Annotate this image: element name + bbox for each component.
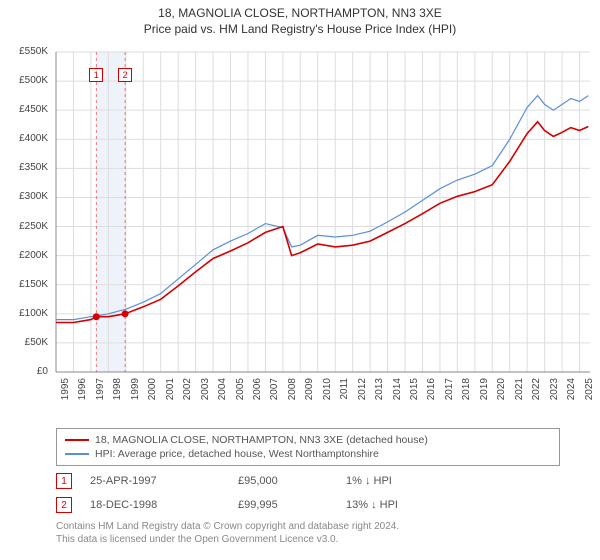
legend-swatch (65, 453, 89, 455)
sales-table: 1 25-APR-1997 £95,000 1% ↓ HPI 2 18-DEC-1998 £… (56, 470, 560, 518)
x-axis-label: 2014 (392, 378, 403, 408)
y-axis-label: £400K (8, 133, 48, 144)
x-axis-label: 2018 (461, 378, 472, 408)
x-axis-label: 1998 (112, 378, 123, 408)
y-axis-label: £250K (8, 221, 48, 232)
x-axis-label: 1999 (130, 378, 141, 408)
x-axis-label: 1997 (95, 378, 106, 408)
y-axis-label: £350K (8, 162, 48, 173)
chart-svg (0, 42, 600, 422)
y-axis-label: £100K (8, 308, 48, 319)
x-axis-label: 2013 (374, 378, 385, 408)
x-axis-label: 2004 (217, 378, 228, 408)
x-axis-label: 2025 (584, 378, 595, 408)
legend-label: 18, MAGNOLIA CLOSE, NORTHAMPTON, NN3 3XE… (95, 434, 428, 446)
legend-label: HPI: Average price, detached house, West… (95, 448, 379, 460)
chart: £0 £50K £100K £150K £200K £250K £300K £350K £400… (0, 42, 600, 422)
sale-price: £99,995 (238, 499, 328, 511)
sale-date: 25-APR-1997 (90, 475, 220, 487)
x-axis-label: 2020 (496, 378, 507, 408)
footer: Contains HM Land Registry data © Crown c… (56, 520, 560, 546)
sale-marker-box: 1 (89, 68, 103, 82)
x-axis-label: 2021 (514, 378, 525, 408)
sale-diff: 13% ↓ HPI (346, 499, 456, 511)
x-axis-label: 2008 (287, 378, 298, 408)
x-axis-label: 2024 (566, 378, 577, 408)
container: 18, MAGNOLIA CLOSE, NORTHAMPTON, NN3 3XE… (0, 0, 600, 546)
x-axis-label: 2000 (147, 378, 158, 408)
sale-price: £95,000 (238, 475, 328, 487)
x-axis-label: 2003 (200, 378, 211, 408)
x-axis-label: 2012 (357, 378, 368, 408)
y-axis-label: £500K (8, 75, 48, 86)
x-axis-label: 2005 (235, 378, 246, 408)
x-axis-label: 1996 (77, 378, 88, 408)
y-axis-label: £150K (8, 279, 48, 290)
x-axis-label: 2015 (409, 378, 420, 408)
x-axis-label: 2010 (322, 378, 333, 408)
y-axis-label: £300K (8, 191, 48, 202)
x-axis-label: 2002 (182, 378, 193, 408)
titles: 18, MAGNOLIA CLOSE, NORTHAMPTON, NN3 3XE… (0, 0, 600, 42)
sale-marker: 2 (56, 497, 72, 513)
legend: 18, MAGNOLIA CLOSE, NORTHAMPTON, NN3 3XE… (56, 428, 560, 466)
sale-marker: 1 (56, 473, 72, 489)
sale-row: 2 18-DEC-1998 £99,995 13% ↓ HPI (56, 494, 560, 518)
x-axis-label: 2011 (339, 378, 350, 408)
sale-diff: 1% ↓ HPI (346, 475, 456, 487)
x-axis-label: 2006 (252, 378, 263, 408)
title-address: 18, MAGNOLIA CLOSE, NORTHAMPTON, NN3 3XE (10, 6, 590, 20)
x-axis-label: 2001 (165, 378, 176, 408)
y-axis-label: £200K (8, 250, 48, 261)
y-axis-label: £50K (8, 337, 48, 348)
title-subtitle: Price paid vs. HM Land Registry's House … (10, 22, 590, 36)
legend-swatch (65, 439, 89, 441)
sale-date: 18-DEC-1998 (90, 499, 220, 511)
x-axis-label: 2007 (269, 378, 280, 408)
y-axis-label: £0 (8, 366, 48, 377)
footer-line1: Contains HM Land Registry data © Crown c… (56, 520, 560, 533)
x-axis-label: 2009 (304, 378, 315, 408)
footer-line2: This data is licensed under the Open Gov… (56, 533, 560, 546)
x-axis-label: 2019 (479, 378, 490, 408)
y-axis-label: £550K (8, 46, 48, 57)
x-axis-label: 2022 (531, 378, 542, 408)
x-axis-label: 2017 (444, 378, 455, 408)
x-axis-label: 1995 (60, 378, 71, 408)
y-axis-label: £450K (8, 104, 48, 115)
x-axis-label: 2023 (549, 378, 560, 408)
x-axis-label: 2016 (426, 378, 437, 408)
legend-item: 18, MAGNOLIA CLOSE, NORTHAMPTON, NN3 3XE… (65, 433, 551, 447)
sale-marker-box: 2 (118, 68, 132, 82)
sale-row: 1 25-APR-1997 £95,000 1% ↓ HPI (56, 470, 560, 494)
legend-item: HPI: Average price, detached house, West… (65, 447, 551, 461)
